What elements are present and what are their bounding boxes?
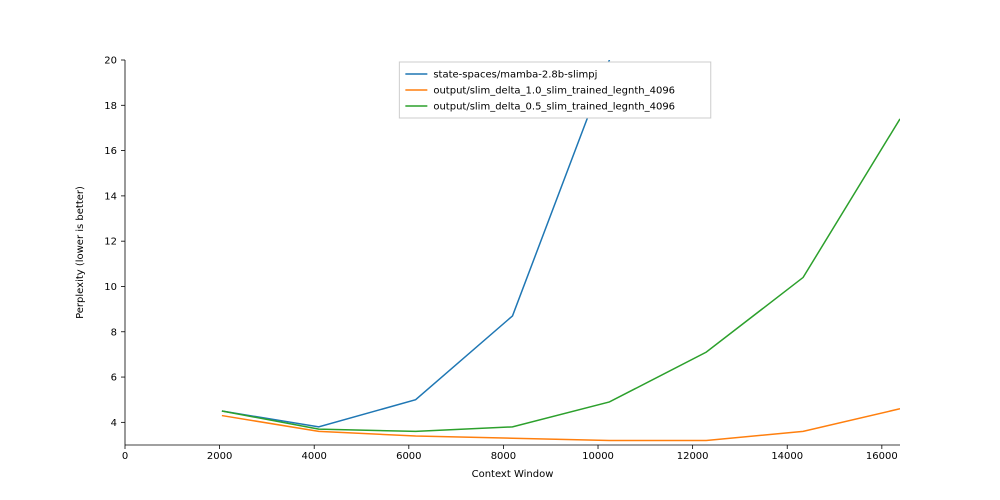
- legend-label: output/slim_delta_0.5_slim_trained_legnt…: [433, 102, 675, 113]
- y-tick-label: 18: [104, 101, 117, 112]
- y-tick-label: 12: [104, 237, 117, 248]
- legend-label: output/slim_delta_1.0_slim_trained_legnt…: [433, 86, 675, 97]
- x-tick-label: 0: [122, 451, 128, 462]
- x-axis-label: Context Window: [472, 469, 554, 480]
- series-line: [222, 119, 900, 432]
- y-tick-label: 10: [104, 282, 117, 293]
- x-tick-label: 12000: [677, 451, 709, 462]
- y-tick-label: 20: [104, 56, 117, 67]
- x-tick-label: 8000: [491, 451, 516, 462]
- y-tick-label: 4: [111, 418, 117, 429]
- x-tick-label: 14000: [771, 451, 803, 462]
- legend: state-spaces/mamba-2.8b-slimpj output/sli…: [399, 62, 710, 118]
- legend-label: state-spaces/mamba-2.8b-slimpj: [433, 70, 597, 81]
- y-axis-label: Perplexity (lower is better): [75, 186, 86, 319]
- perplexity-line-chart: 0 2000 4000 6000 8000 10000 12000 14000 16000 4 6 8…: [0, 0, 1000, 500]
- y-tick-label: 8: [111, 327, 117, 338]
- y-tick-label: 14: [104, 191, 117, 202]
- y-tick-label: 16: [104, 146, 117, 157]
- x-tick-label: 16000: [866, 451, 898, 462]
- x-tick-label: 2000: [207, 451, 232, 462]
- y-tick-label: 6: [111, 373, 117, 384]
- x-tick-label: 10000: [582, 451, 614, 462]
- x-tick-label: 6000: [396, 451, 421, 462]
- x-tick-label: 4000: [301, 451, 326, 462]
- series-line: [222, 409, 900, 441]
